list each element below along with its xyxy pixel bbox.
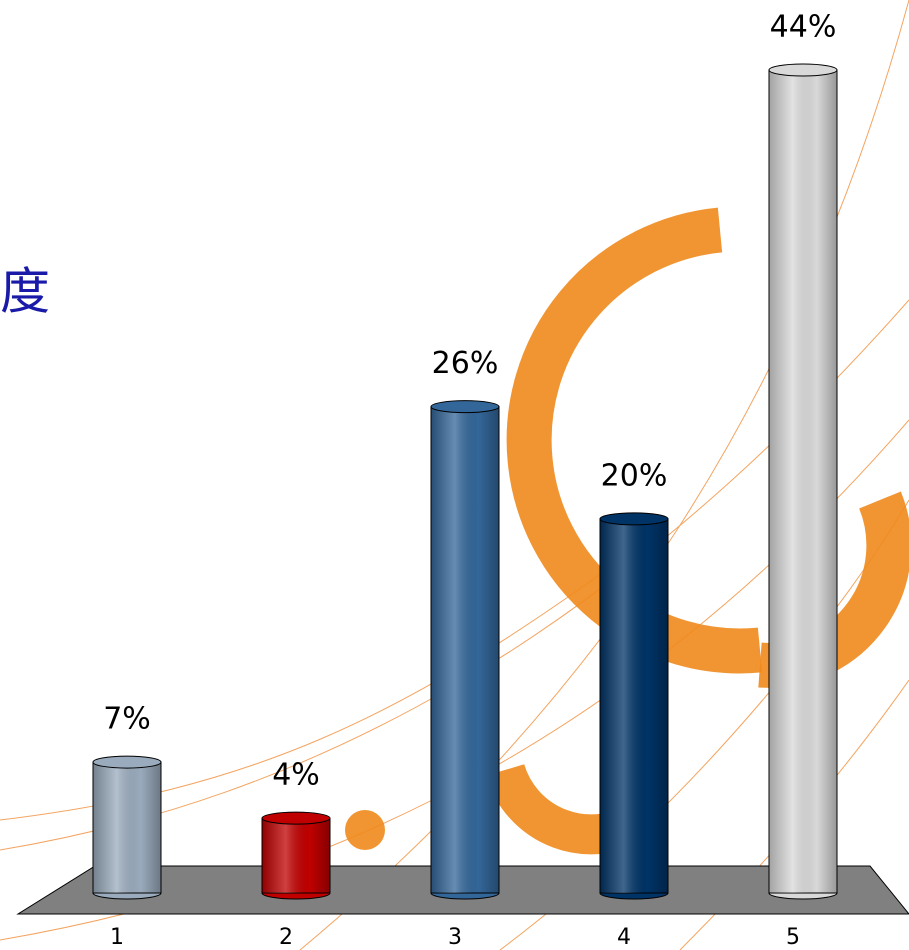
bar-shade: [93, 762, 161, 893]
chart: 度 7% 1 4% 2 26% 3 20% 4 44% 5: [0, 0, 909, 950]
bar-shade: [431, 407, 499, 893]
value-label: 7%: [103, 702, 151, 737]
x-tick-label: 1: [110, 925, 124, 950]
x-tick-label: 5: [786, 925, 800, 950]
x-tick-label: 2: [279, 925, 293, 950]
value-label: 26%: [432, 346, 499, 381]
bar-top: [93, 756, 161, 768]
value-label: 20%: [601, 458, 668, 493]
bar-top: [431, 401, 499, 413]
bar-top: [600, 513, 668, 525]
bar-shade: [769, 70, 837, 893]
bar-top: [769, 64, 837, 76]
page: 度 7%14%226%320%444%5 (() => { const data…: [0, 0, 909, 950]
bar-shade: [262, 818, 330, 893]
bar-shade: [600, 519, 668, 893]
chart-title: 度: [0, 263, 50, 321]
value-label: 4%: [272, 758, 320, 793]
x-tick-label: 4: [617, 925, 631, 950]
bar-top: [262, 812, 330, 824]
x-tick-label: 3: [448, 925, 462, 950]
value-label: 44%: [770, 10, 837, 45]
